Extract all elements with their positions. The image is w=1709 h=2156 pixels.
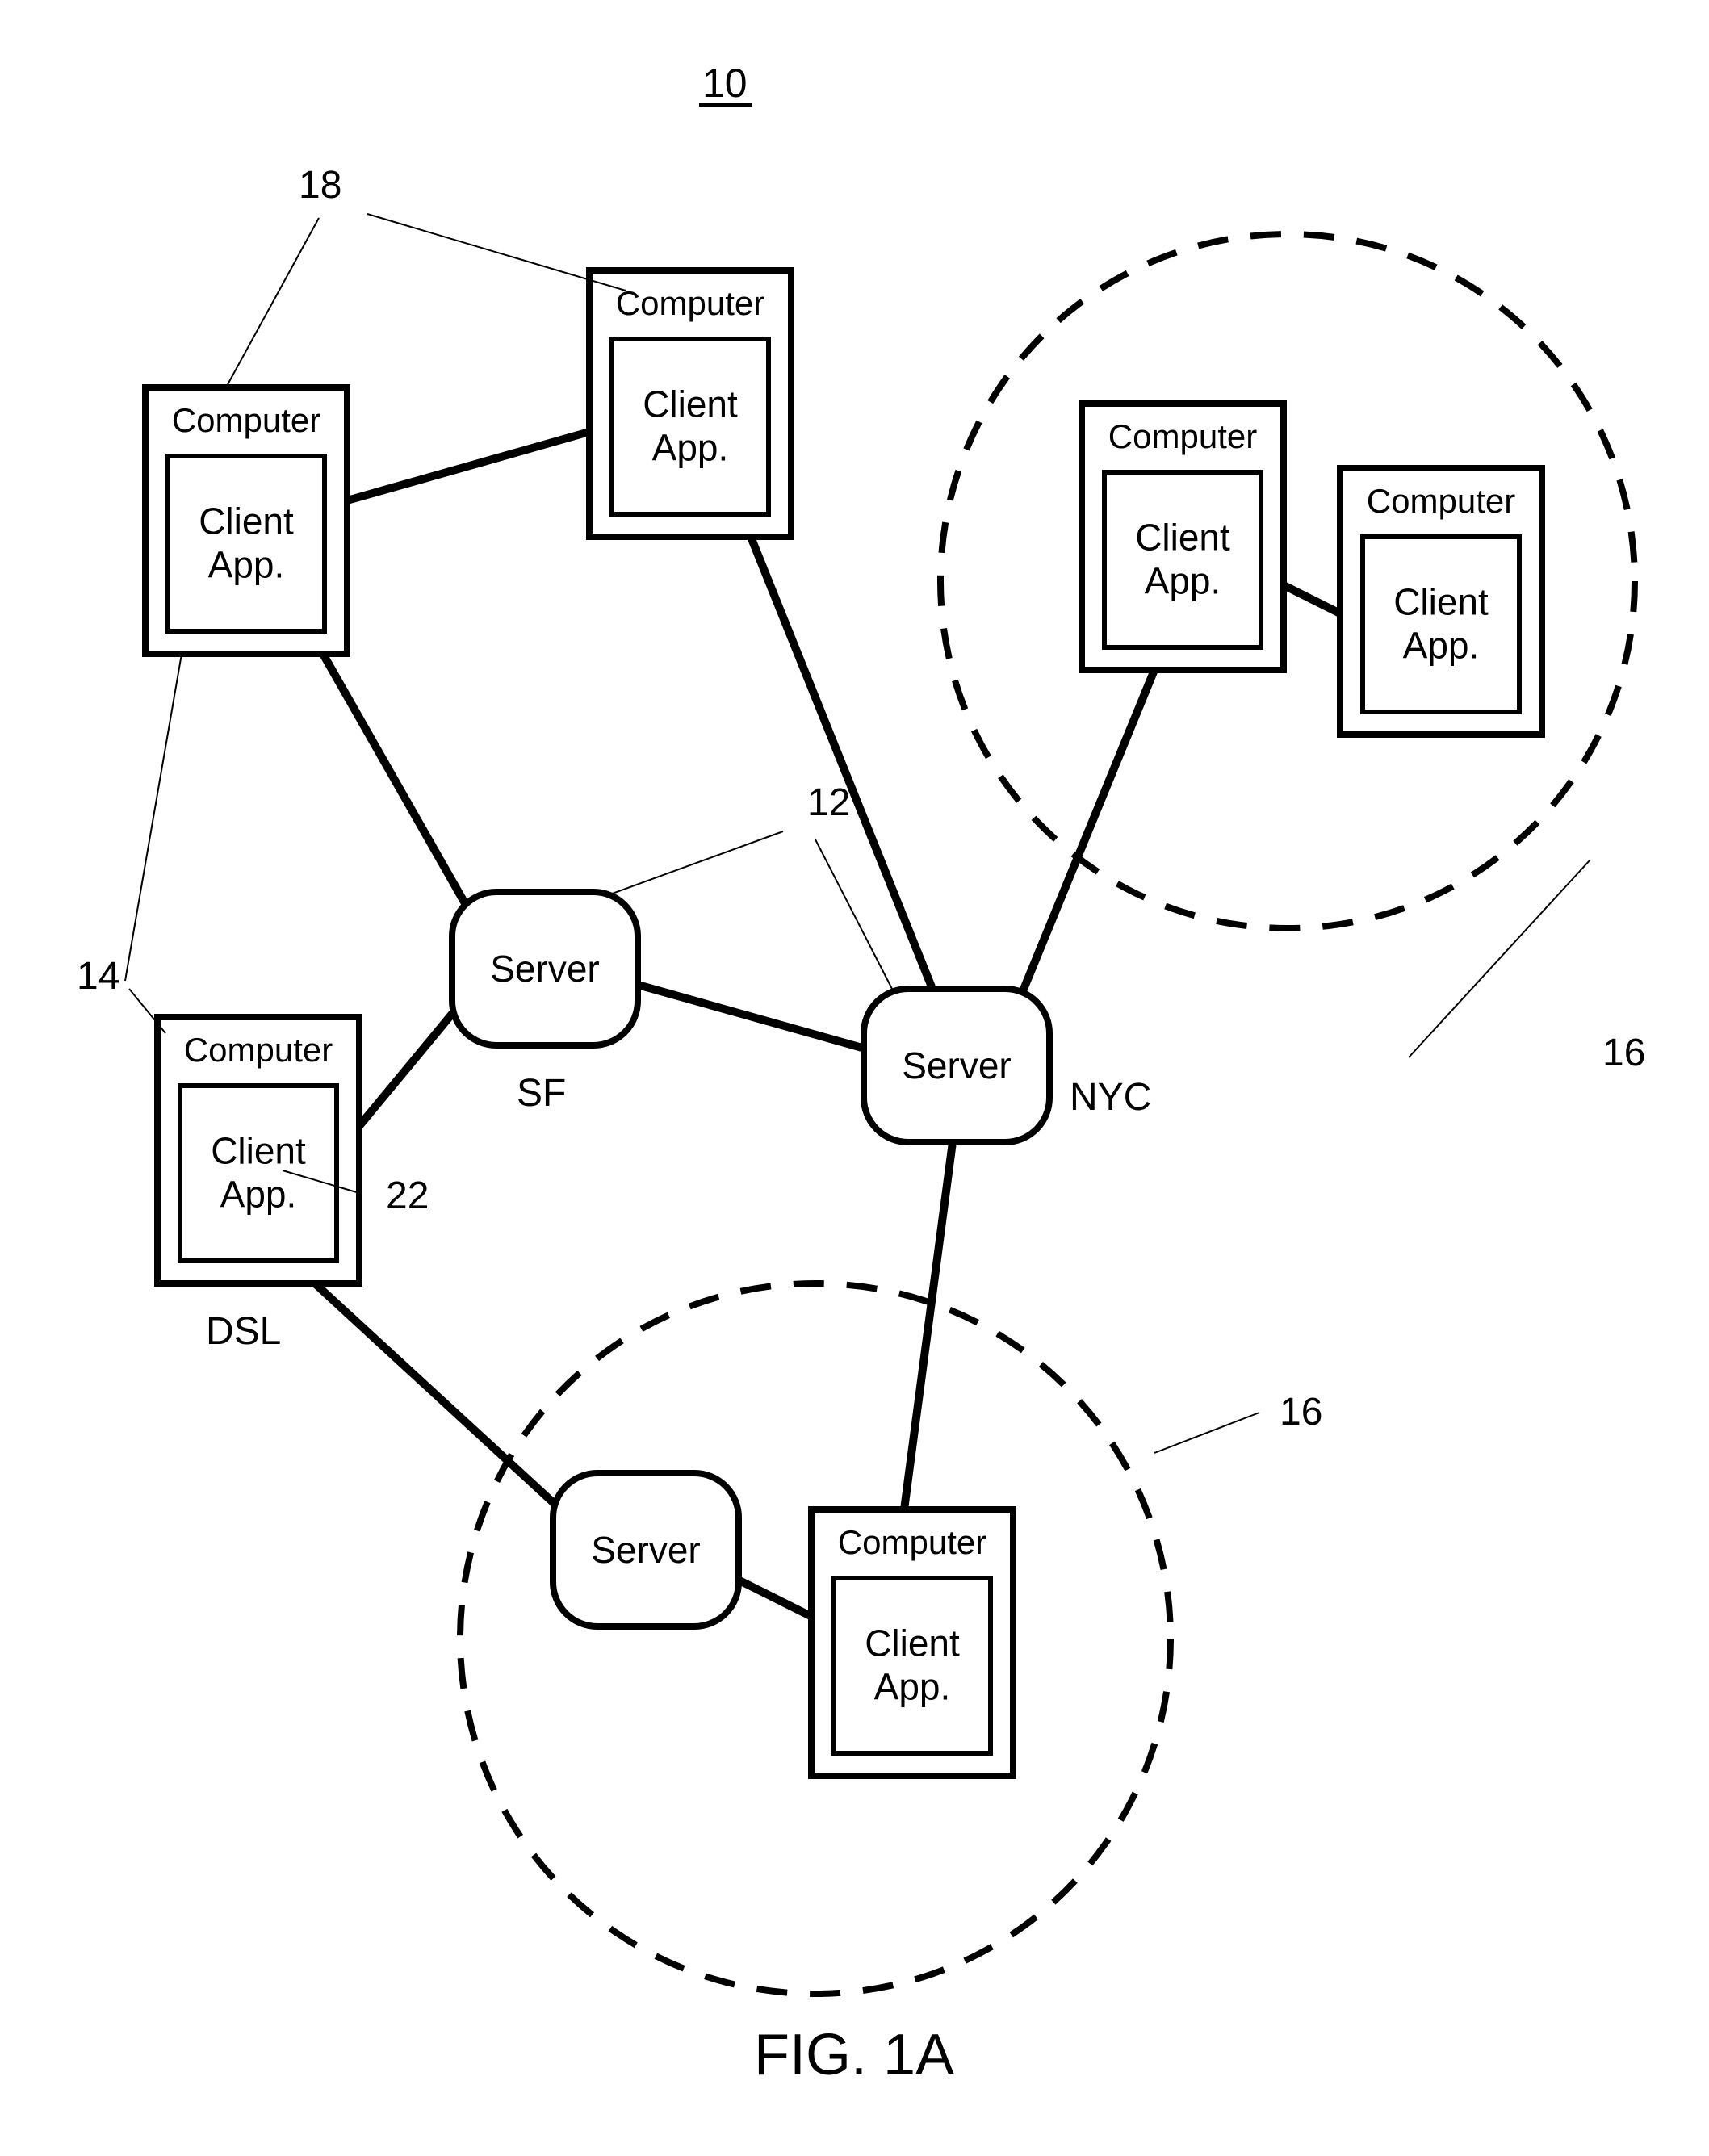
- figure-caption: FIG. 1A: [754, 2023, 954, 2087]
- ref-16-b: 16: [1280, 1391, 1322, 1434]
- computer-node-c_nyc_left: Computer ClientApp.: [1082, 404, 1284, 670]
- svg-text:Computer: Computer: [172, 401, 320, 439]
- server-node-s_bot: Server: [553, 1473, 739, 1626]
- svg-text:Computer: Computer: [838, 1523, 986, 1561]
- svg-text:App.: App.: [874, 1666, 951, 1708]
- ref-18: 18: [299, 164, 341, 207]
- svg-text:Server: Server: [591, 1529, 700, 1571]
- svg-text:App.: App.: [652, 427, 729, 469]
- svg-text:Computer: Computer: [1367, 482, 1515, 520]
- ref-22: 22: [386, 1174, 429, 1217]
- server-node-s_nyc: Server: [864, 989, 1049, 1142]
- ref-14: 14: [77, 955, 119, 998]
- svg-text:Server: Server: [902, 1045, 1011, 1086]
- svg-text:App.: App.: [1403, 625, 1480, 667]
- computer-node-c_top_mid: Computer ClientApp.: [589, 270, 791, 537]
- network-diagram: ServerServerServer ComputerClientApp.Com…: [0, 0, 1709, 2156]
- ref-16-a: 16: [1602, 1032, 1645, 1074]
- svg-text:Client: Client: [643, 383, 738, 425]
- svg-text:Client: Client: [1393, 581, 1489, 623]
- svg-text:App.: App.: [1145, 560, 1221, 602]
- computer-node-c_nyc_right: Computer ClientApp.: [1340, 468, 1542, 735]
- svg-text:Computer: Computer: [184, 1031, 333, 1069]
- svg-text:Client: Client: [1135, 517, 1230, 559]
- label-sf: SF: [517, 1072, 566, 1115]
- svg-text:App.: App.: [208, 544, 285, 586]
- svg-text:Server: Server: [490, 948, 599, 990]
- svg-text:Computer: Computer: [1108, 417, 1257, 455]
- server-node-s_sf: Server: [452, 892, 638, 1045]
- computer-node-c_bottom: Computer ClientApp.: [811, 1509, 1013, 1776]
- svg-text:Client: Client: [865, 1622, 960, 1664]
- ref-12: 12: [807, 781, 850, 824]
- computer-node-c_dsl: Computer ClientApp.: [157, 1017, 359, 1283]
- label-nyc: NYC: [1070, 1076, 1151, 1119]
- ref-10: 10: [702, 61, 748, 106]
- svg-text:Client: Client: [211, 1130, 306, 1172]
- label-dsl: DSL: [206, 1310, 281, 1353]
- computer-node-c_top_left: Computer ClientApp.: [145, 387, 347, 654]
- svg-text:Computer: Computer: [616, 284, 764, 322]
- svg-text:App.: App.: [220, 1174, 297, 1216]
- svg-text:Client: Client: [199, 500, 294, 542]
